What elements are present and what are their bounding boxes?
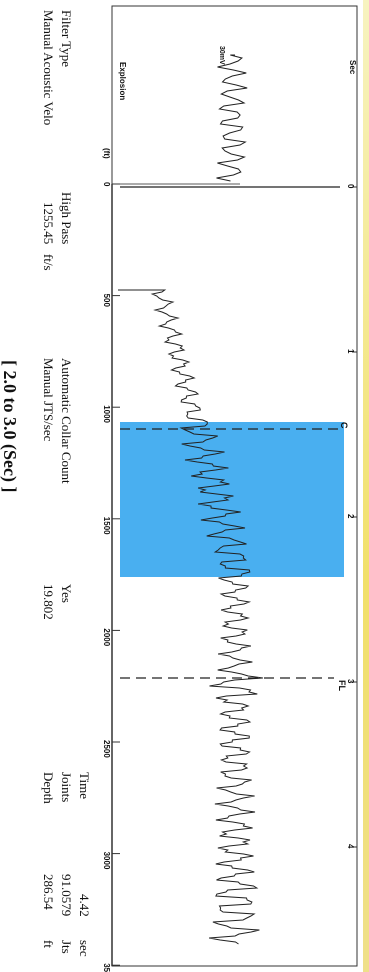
time-tick-label-1: 1 [346,349,355,354]
distance-tick-label-500: 500 [102,294,111,308]
velocity-label: Manual Acoustic Velo [41,10,56,125]
info-panel: Filter Type High Pass Manual Acoustic Ve… [41,10,92,957]
jts-label: Manual JTS/sec [41,358,56,442]
collar-count-value: Yes [59,584,74,603]
distance-tick-label-3500: 3500 [102,963,111,972]
collar-marker-label: C [339,422,349,429]
distance-tick-label-1500: 1500 [102,517,111,535]
time-tick-label-0: 0 [346,184,355,189]
depth-value: 286.54 [41,874,56,910]
window-edge-strip [363,0,369,972]
distance-tick-label-2000: 2000 [102,628,111,646]
distance-axis: 0 500 1000 1500 2000 2500 3000 3500 [102,182,120,972]
joints-value: 91.0579 [59,874,74,916]
distance-tick-label-0: 0 [102,182,111,187]
distance-unit-label: (ft) [102,148,111,159]
acoustic-waveform [118,289,263,945]
chart-title: [ 2.0 to 3.0 (Sec) ] [0,360,20,492]
traces [118,54,340,945]
filter-type-value: High Pass [59,192,74,244]
jts-value: 19.802 [41,584,56,620]
fluid-level-marker-label: FL [337,680,347,691]
time-tick-label-4: 4 [346,844,355,849]
joints-label: Joints [59,772,74,802]
millivolt-label: 30mV [218,46,225,65]
time-tick-label-2: 2 [346,514,355,519]
pre-shot-trace [216,54,248,182]
velocity-value: 1255.45 [41,202,56,244]
filter-type-label: Filter Type [59,10,74,67]
joints-unit: Jts [59,940,74,954]
collar-count-label: Automatic Collar Count [59,358,74,484]
time-value: 4.42 [77,894,92,917]
explosion-label: Explosion [118,62,127,100]
time-label: Time [77,772,92,799]
time-axis: 012345 [346,184,357,849]
depth-unit: ft [41,940,56,948]
distance-tick-label-2500: 2500 [102,740,111,758]
highlight-band [120,422,344,577]
velocity-unit: ft/s [41,254,56,271]
time-unit: sec [77,940,92,957]
time-tick-label-3: 3 [346,679,355,684]
distance-tick-label-1000: 1000 [102,405,111,423]
time-axis-label: Sec [348,60,357,75]
distance-tick-label-3000: 3000 [102,852,111,870]
depth-label: Depth [41,772,56,804]
